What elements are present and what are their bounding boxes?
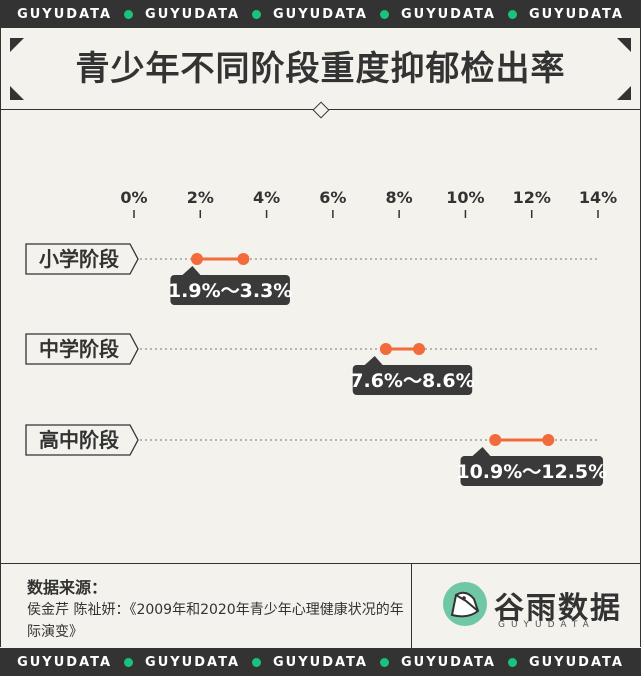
footer-divider-line [0, 563, 641, 564]
title-corner-marks [10, 38, 631, 100]
x-tick-label: 2% [187, 188, 214, 207]
category-tag [25, 243, 139, 275]
range-high-point [237, 253, 250, 265]
source-title: 数据来源： [27, 578, 108, 597]
page-title: 青少年不同阶段重度抑郁检出率 [75, 49, 566, 89]
range-chart: 0% 2% 4% 6% 8% 10% 12% 14% 小学阶段 1.9%～3.3% 中学阶段 7.6%… [25, 188, 617, 486]
callout-pointer [472, 447, 491, 456]
category-label: 高中阶段 [39, 428, 119, 452]
range-high-point [413, 343, 426, 355]
brand-subtitle: GUYUDATA [498, 620, 595, 630]
x-tick-label: 4% [253, 188, 280, 207]
brand-name: 谷雨数据 [494, 591, 622, 626]
range-value-label: 10.9%～12.5% [456, 461, 607, 483]
x-tick-label: 14% [579, 188, 617, 207]
bottom-banner: GUYUDATA GUYUDATA GUYUDATA GUYUDATA GUYU… [0, 648, 641, 676]
footer-vertical-divider [411, 563, 412, 648]
range-low-point [489, 434, 502, 446]
bird-logo-icon [443, 582, 487, 626]
callout-box [352, 365, 473, 395]
callout-box [170, 275, 290, 305]
category-tag [25, 424, 139, 456]
range-low-point [379, 343, 392, 355]
category-label: 小学阶段 [39, 247, 119, 271]
x-tick-label: 8% [386, 188, 413, 207]
callout-box [460, 456, 604, 486]
source-text: 侯金芹 陈祉妍：《2009年和2020年青少年心理健康状况的年际演变》 [27, 602, 404, 640]
top-banner: GUYUDATA GUYUDATA GUYUDATA GUYUDATA GUYU… [0, 0, 641, 28]
x-tick-label: 10% [446, 188, 484, 207]
range-low-point [190, 253, 203, 265]
x-tick-label: 12% [513, 188, 551, 207]
x-tick-label: 6% [319, 188, 346, 207]
callout-pointer [364, 356, 383, 365]
range-value-label: 7.6%～8.6% [350, 370, 474, 392]
range-high-point [542, 434, 555, 446]
x-tick-label: 0% [120, 188, 147, 207]
category-label: 中学阶段 [39, 337, 119, 361]
callout-pointer [182, 266, 201, 275]
range-value-label: 1.9%～3.3% [168, 280, 292, 302]
category-tag [25, 333, 139, 365]
